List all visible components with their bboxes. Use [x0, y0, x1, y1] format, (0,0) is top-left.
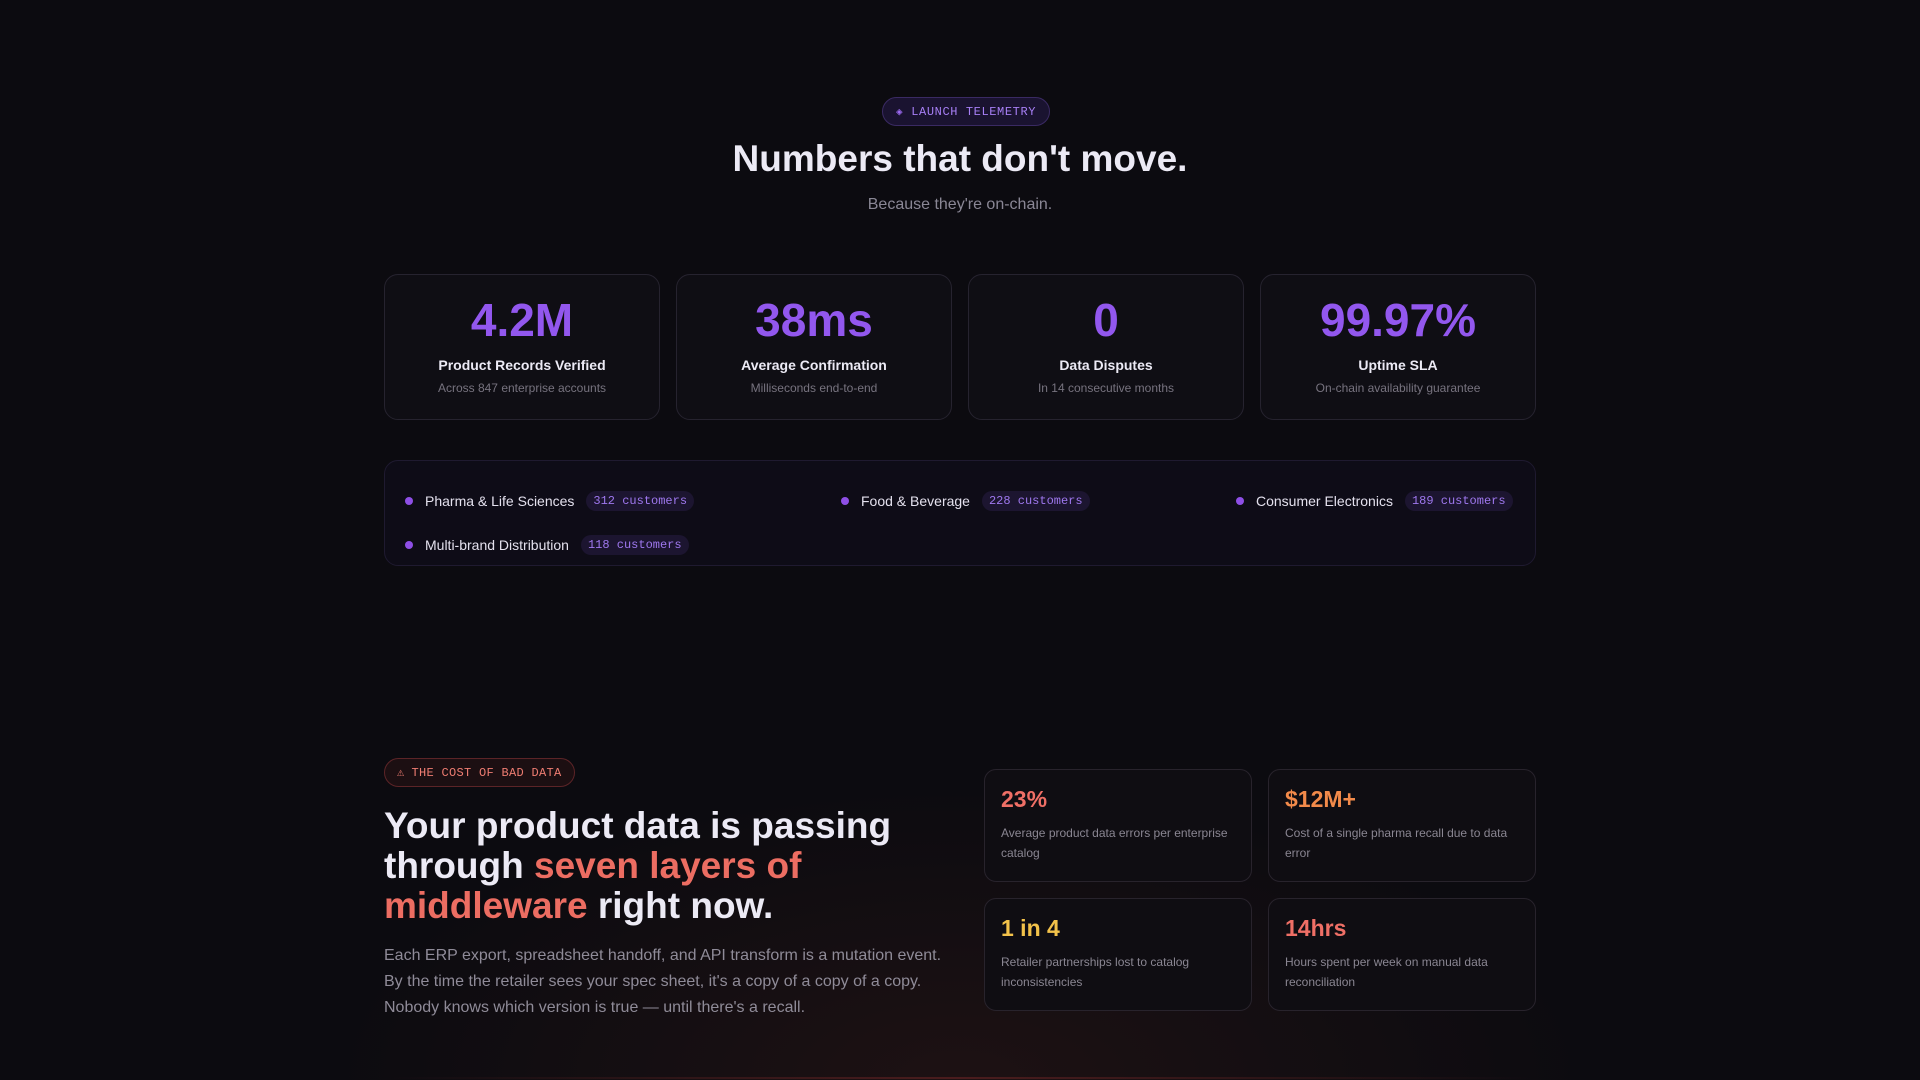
cost-desc: Hours spent per week on manual data reco… [1285, 955, 1488, 989]
cost-section-title: Your product data is passing through sev… [384, 806, 944, 926]
industry-name: Consumer Electronics [1256, 493, 1393, 509]
stat-desc: In 14 consecutive months [1037, 381, 1175, 395]
bullet-dot-icon [1236, 497, 1244, 505]
stats-row: 4.2M Product Records Verified Across 847… [384, 274, 1536, 420]
cost-card-partnerships-lost: 1 in 4 Retailer partnerships lost to cat… [984, 898, 1252, 1011]
stat-label: Average Confirmation [741, 357, 887, 373]
cost-desc: Retailer partnerships lost to catalog in… [1001, 955, 1190, 989]
industry-name: Pharma & Life Sciences [425, 493, 575, 509]
cost-title-accent: seven layers of middleware [384, 845, 802, 926]
industry-name: Multi-brand Distribution [425, 537, 569, 553]
cost-value: $12M+ [1285, 786, 1356, 812]
cost-card-error-rate: 23% Average product data errors per ente… [984, 769, 1252, 882]
industry-item-electronics: Consumer Electronics 189 customers [1236, 490, 1513, 512]
launch-telemetry-badge: ◈ LAUNCH TELEMETRY [882, 97, 1051, 126]
stat-label: Product Records Verified [438, 357, 606, 373]
bullet-dot-icon [405, 541, 413, 549]
diamond-icon: ◈ [896, 106, 904, 119]
cost-value: 1 in 4 [1001, 915, 1060, 941]
industry-breakdown-panel: Pharma & Life Sciences 312 customers Foo… [384, 460, 1536, 566]
cost-card-reconciliation-hours: 14hrs Hours spent per week on manual dat… [1268, 898, 1536, 1011]
stat-label: Data Disputes [1059, 357, 1153, 373]
cost-section-body: Each ERP export, spreadsheet handoff, an… [384, 947, 942, 1016]
stat-card-disputes: 0 Data Disputes In 14 consecutive months [968, 274, 1244, 420]
industry-item-distribution: Multi-brand Distribution 118 customers [405, 534, 689, 556]
stat-desc: On-chain availability guarantee [1315, 381, 1481, 395]
launch-telemetry-label: LAUNCH TELEMETRY [911, 104, 1037, 119]
section-divider [384, 1077, 1536, 1079]
section-title: Numbers that don't move. [732, 138, 1188, 179]
cost-card-recall-cost: $12M+ Cost of a single pharma recall due… [1268, 769, 1536, 882]
stat-card-records: 4.2M Product Records Verified Across 847… [384, 274, 660, 420]
customer-count-badge: 228 customers [981, 491, 1090, 511]
cost-value: 14hrs [1285, 915, 1347, 941]
warning-icon: ⚠ [397, 766, 405, 780]
stat-label: Uptime SLA [1358, 357, 1438, 373]
stat-value: 4.2M [470, 294, 574, 346]
industry-name: Food & Beverage [861, 493, 970, 509]
stat-desc: Milliseconds end-to-end [750, 381, 878, 395]
bullet-dot-icon [841, 497, 849, 505]
customer-count-badge: 189 customers [1404, 491, 1513, 511]
stat-desc: Across 847 enterprise accounts [437, 381, 607, 395]
customer-count-badge: 312 customers [586, 491, 695, 511]
cost-title-part2: right now. [587, 885, 774, 926]
customer-count-badge: 118 customers [580, 535, 689, 555]
section-subtitle: Because they're on-chain. [867, 196, 1053, 213]
cost-desc: Average product data errors per enterpri… [1001, 826, 1228, 860]
stat-card-confirmation: 38ms Average Confirmation Milliseconds e… [676, 274, 952, 420]
stat-card-uptime: 99.97% Uptime SLA On-chain availability … [1260, 274, 1536, 420]
bullet-dot-icon [405, 497, 413, 505]
cost-desc: Cost of a single pharma recall due to da… [1285, 826, 1508, 860]
stat-value: 0 [1093, 294, 1119, 346]
cost-value: 23% [1001, 786, 1048, 812]
cost-of-bad-data-badge: ⚠ THE COST OF BAD DATA [384, 758, 575, 787]
stat-value: 38ms [755, 294, 873, 346]
industry-item-food: Food & Beverage 228 customers [841, 490, 1090, 512]
stat-value: 99.97% [1319, 294, 1476, 346]
industry-item-pharma: Pharma & Life Sciences 312 customers [405, 490, 695, 512]
cost-stats-grid: 23% Average product data errors per ente… [984, 769, 1536, 1011]
cost-title-part1: Your product data is passing through [384, 805, 892, 886]
cost-badge-label: THE COST OF BAD DATA [411, 765, 562, 780]
